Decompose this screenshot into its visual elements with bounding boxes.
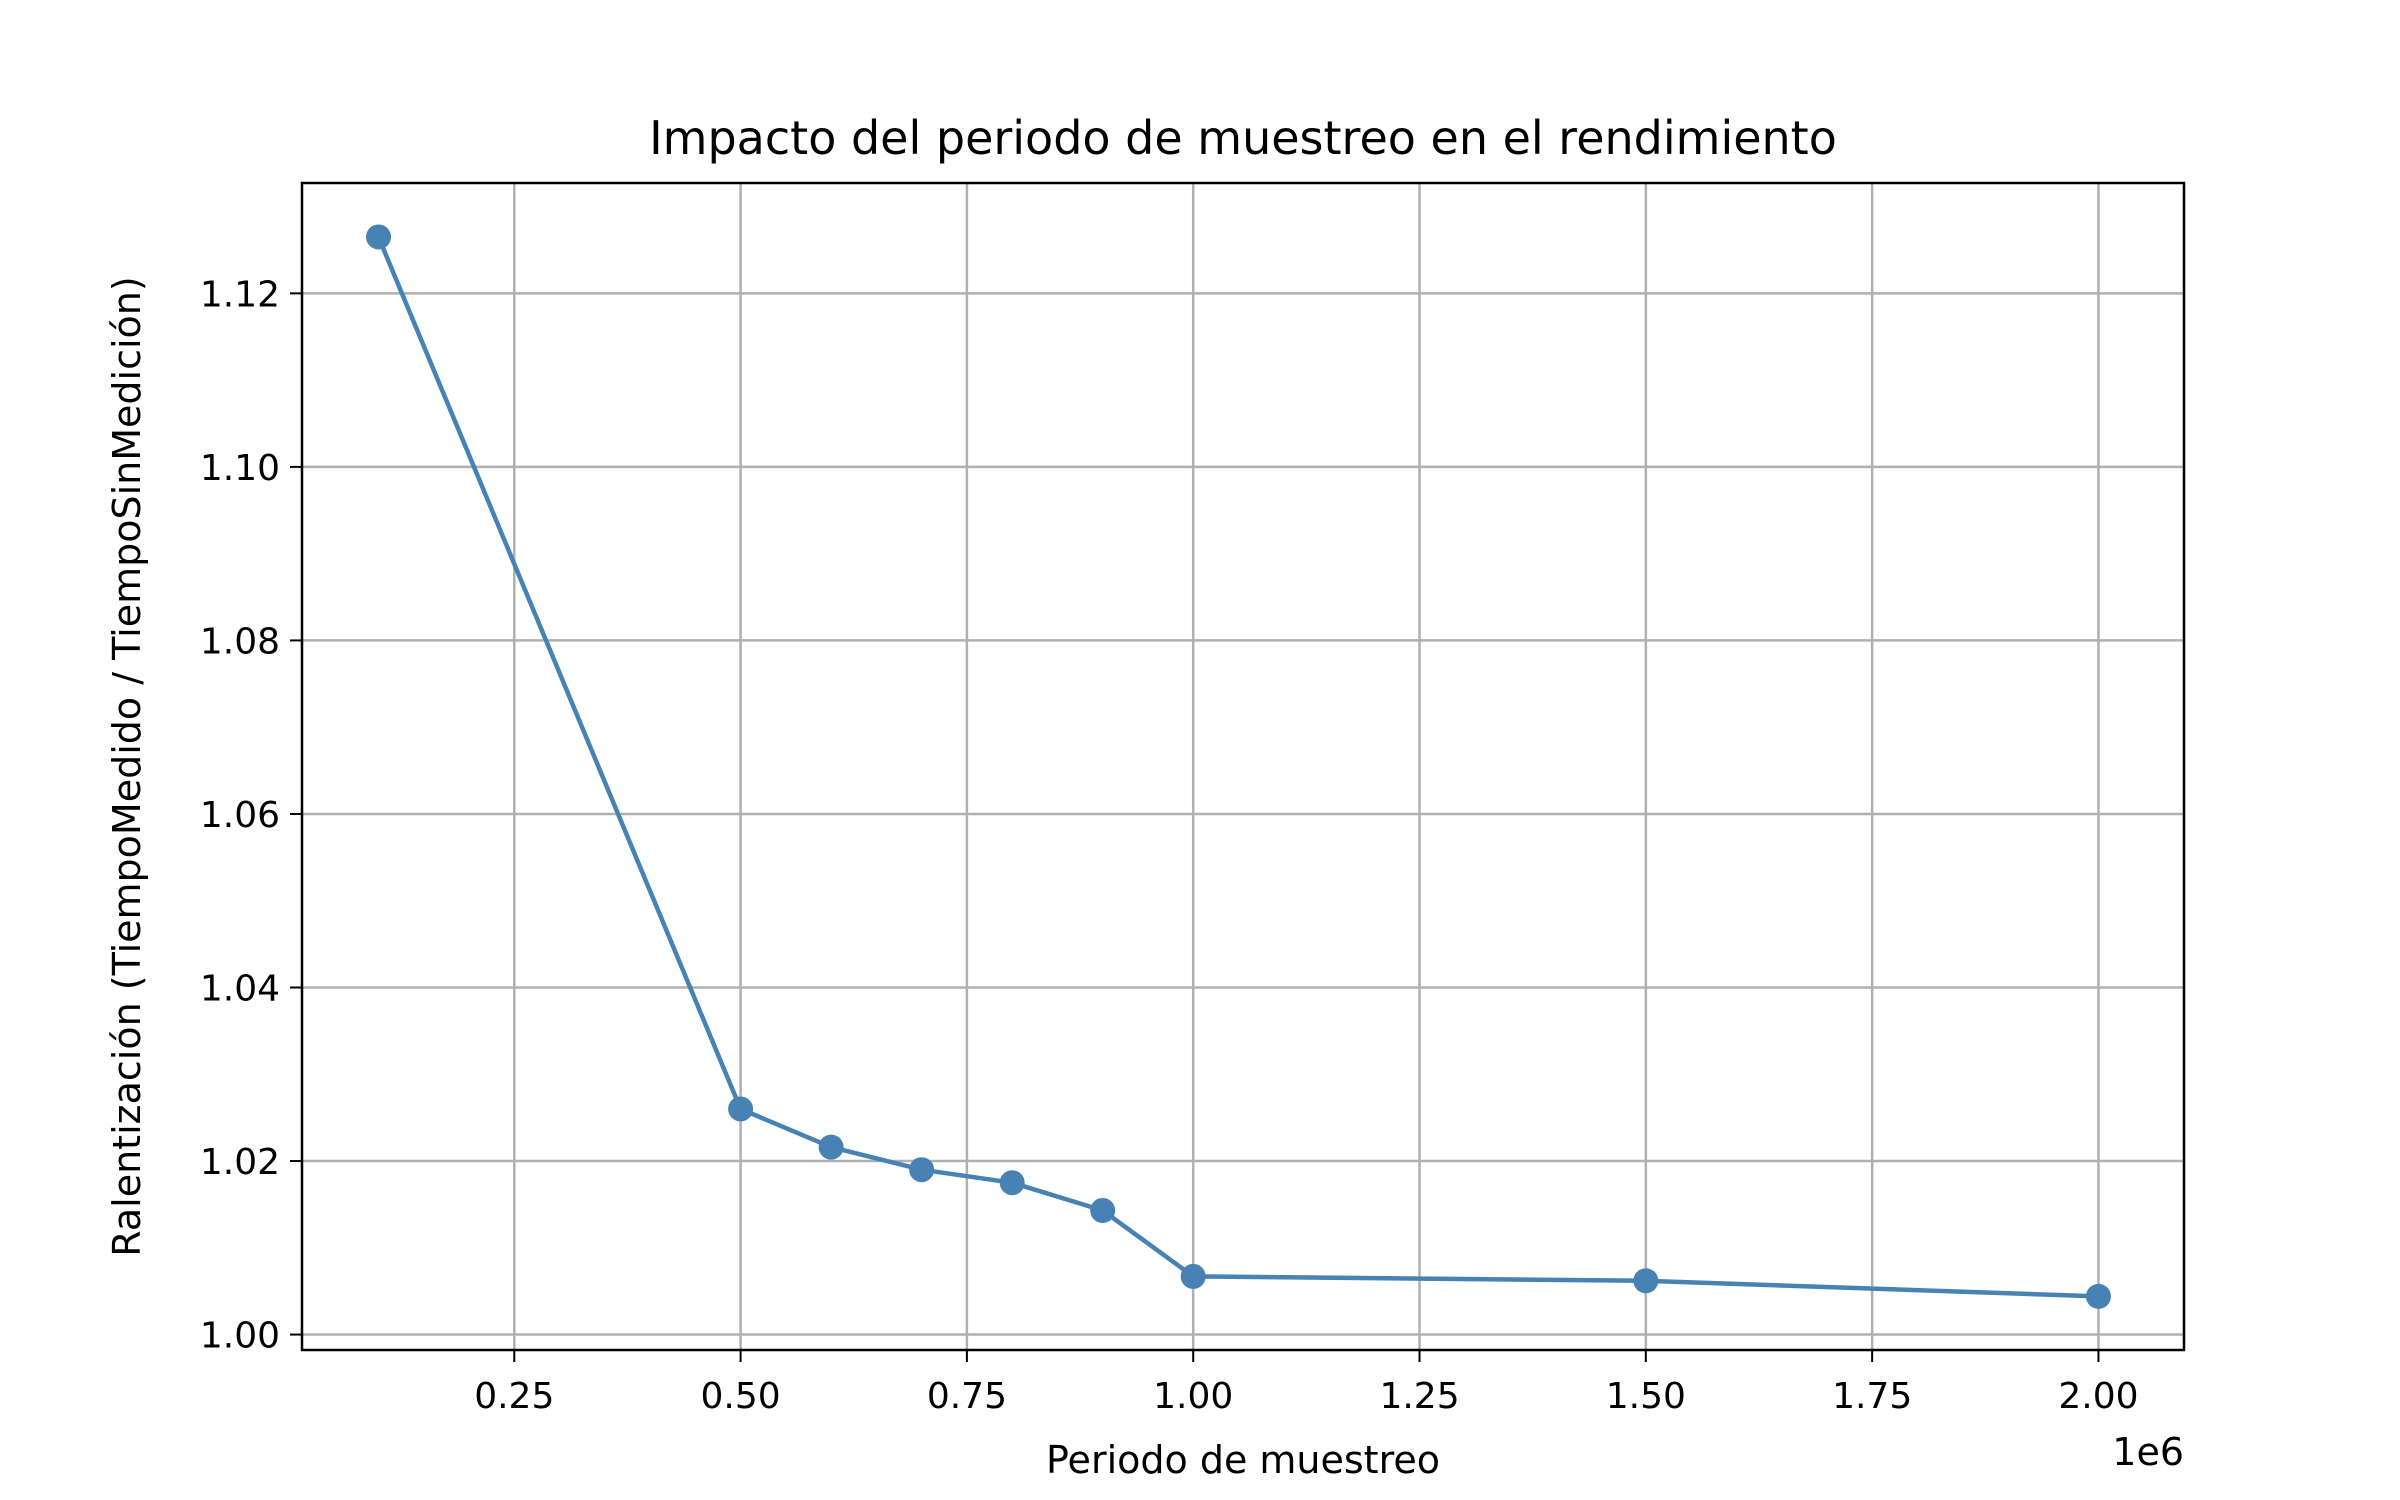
x-tick-label: 1.25 (1379, 1376, 1459, 1417)
x-axis-label: Periodo de muestreo (1046, 1438, 1440, 1482)
x-tick-label: 1.50 (1606, 1376, 1686, 1417)
x-tick-label: 1.75 (1832, 1376, 1912, 1417)
data-point (2085, 1283, 2111, 1309)
x-tick-label: 2.00 (2058, 1376, 2138, 1417)
data-point (365, 224, 391, 250)
x-tick-label: 0.75 (927, 1376, 1007, 1417)
y-tick-label: 1.08 (200, 621, 280, 662)
y-tick-label: 1.12 (200, 274, 280, 315)
x-tick-label: 1.00 (1153, 1376, 1233, 1417)
y-axis-ticks: 1.00 1.02 1.04 1.06 1.08 1.10 1.12 (200, 274, 302, 1357)
data-point (999, 1170, 1025, 1196)
y-tick-label: 1.06 (200, 795, 280, 836)
y-tick-label: 1.02 (200, 1142, 280, 1183)
grid (302, 183, 2184, 1350)
data-point (1180, 1263, 1206, 1289)
x-tick-label: 0.25 (474, 1376, 554, 1417)
x-tick-label: 0.50 (701, 1376, 781, 1417)
data-point (1633, 1268, 1659, 1294)
plot-frame (300, 181, 2186, 1352)
y-tick-label: 1.00 (200, 1316, 280, 1357)
data-point (1090, 1197, 1116, 1223)
x-axis-offset-label: 1e6 (2112, 1430, 2184, 1474)
data-point (728, 1096, 754, 1122)
data-point (909, 1157, 935, 1183)
y-axis-label: Ralentización (TiempoMedido / TiempoSinM… (105, 276, 149, 1256)
chart-title: Impacto del periodo de muestreo en el re… (649, 111, 1837, 165)
y-tick-label: 1.10 (200, 448, 280, 489)
x-axis-ticks: 0.25 0.50 0.75 1.00 1.25 1.50 1.75 2.00 (474, 1350, 2139, 1417)
y-tick-label: 1.04 (200, 968, 280, 1009)
series-layer (365, 224, 2111, 1309)
data-point (818, 1134, 844, 1160)
